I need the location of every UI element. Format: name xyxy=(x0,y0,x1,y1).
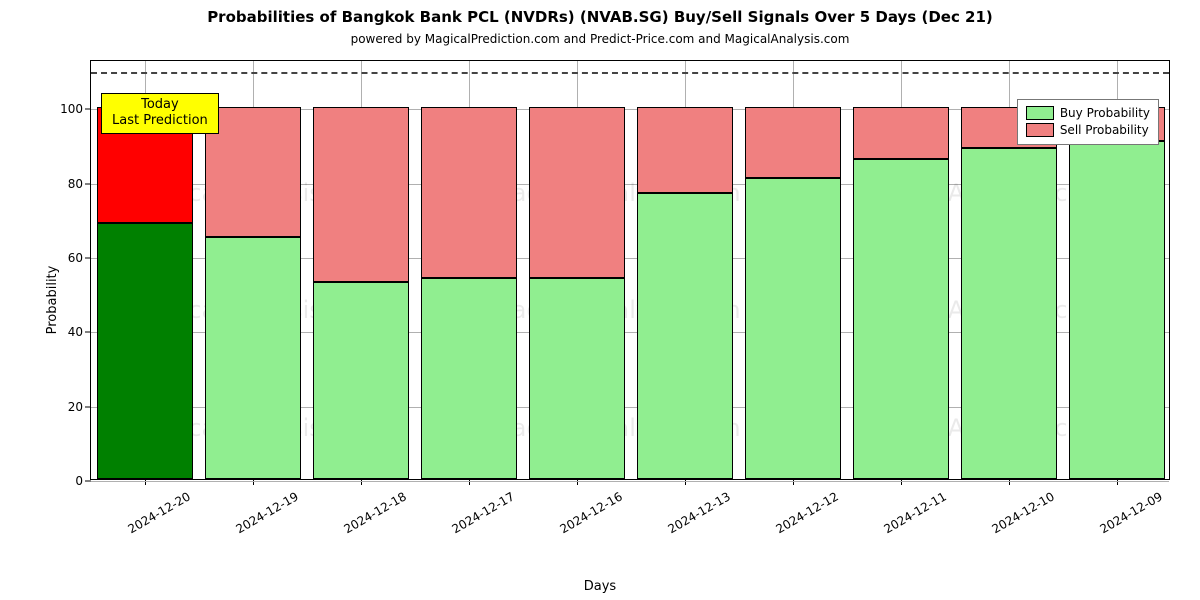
x-tick-mark xyxy=(145,479,146,485)
chart-subtitle: powered by MagicalPrediction.com and Pre… xyxy=(0,32,1200,46)
gridline-horizontal xyxy=(91,481,1169,482)
bar-segment-buy xyxy=(745,178,840,479)
y-tick-label: 80 xyxy=(68,177,91,191)
bar-group xyxy=(745,107,840,479)
x-axis-label: Days xyxy=(0,579,1200,594)
legend-item: Buy Probability xyxy=(1026,105,1150,122)
x-tick-mark xyxy=(577,479,578,485)
x-tick-label: 2024-12-09 xyxy=(1091,479,1164,536)
bar-segment-sell xyxy=(853,107,948,159)
y-tick-label: 40 xyxy=(68,325,91,339)
x-tick-mark xyxy=(253,479,254,485)
x-tick-label: 2024-12-19 xyxy=(227,479,300,536)
bar-segment-buy xyxy=(1069,141,1164,479)
legend-swatch xyxy=(1026,123,1054,137)
legend-swatch xyxy=(1026,106,1054,120)
x-tick-label: 2024-12-20 xyxy=(119,479,192,536)
bar-segment-sell xyxy=(529,107,624,278)
legend-label: Buy Probability xyxy=(1060,105,1150,122)
x-tick-label: 2024-12-18 xyxy=(335,479,408,536)
x-tick-mark xyxy=(1117,479,1118,485)
reference-dashed-line xyxy=(91,72,1169,74)
bar-segment-buy xyxy=(313,282,408,479)
y-tick-label: 20 xyxy=(68,400,91,414)
x-tick-mark xyxy=(1009,479,1010,485)
bar-segment-buy xyxy=(853,159,948,479)
legend: Buy ProbabilitySell Probability xyxy=(1017,99,1159,145)
bar-group xyxy=(1069,107,1164,479)
today-annotation-line2: Last Prediction xyxy=(112,113,208,129)
x-tick-mark xyxy=(361,479,362,485)
x-tick-label: 2024-12-17 xyxy=(443,479,516,536)
bar-group xyxy=(313,107,408,479)
chart-figure: Probabilities of Bangkok Bank PCL (NVDRs… xyxy=(0,0,1200,600)
bar-segment-sell xyxy=(313,107,408,282)
x-tick-mark xyxy=(685,479,686,485)
bar-group xyxy=(637,107,732,479)
bar-segment-buy xyxy=(97,223,192,479)
x-tick-mark xyxy=(469,479,470,485)
bar-segment-sell xyxy=(421,107,516,278)
bar-segment-buy xyxy=(961,148,1056,479)
bar-group xyxy=(853,107,948,479)
x-tick-label: 2024-12-10 xyxy=(983,479,1056,536)
x-tick-label: 2024-12-11 xyxy=(875,479,948,536)
bar-segment-sell xyxy=(205,107,300,237)
y-tick-label: 100 xyxy=(60,102,91,116)
bar-group xyxy=(421,107,516,479)
y-tick-label: 60 xyxy=(68,251,91,265)
plot-area: 2024-12-202024-12-192024-12-182024-12-17… xyxy=(90,60,1170,480)
x-tick-mark xyxy=(901,479,902,485)
bar-segment-sell xyxy=(637,107,732,192)
y-tick-label: 0 xyxy=(75,474,91,488)
bar-group xyxy=(97,107,192,479)
bar-segment-buy xyxy=(637,193,732,479)
x-tick-mark xyxy=(793,479,794,485)
bar-group xyxy=(961,107,1056,479)
chart-title: Probabilities of Bangkok Bank PCL (NVDRs… xyxy=(0,8,1200,26)
y-axis-label: Probability xyxy=(45,266,60,335)
bar-segment-buy xyxy=(421,278,516,479)
legend-item: Sell Probability xyxy=(1026,122,1150,139)
x-tick-label: 2024-12-16 xyxy=(551,479,624,536)
legend-label: Sell Probability xyxy=(1060,122,1149,139)
today-annotation-line1: Today xyxy=(112,97,208,113)
x-tick-label: 2024-12-12 xyxy=(767,479,840,536)
bar-segment-buy xyxy=(205,237,300,479)
x-tick-label: 2024-12-13 xyxy=(659,479,732,536)
bar-segment-sell xyxy=(745,107,840,178)
bar-group xyxy=(529,107,624,479)
bar-segment-buy xyxy=(529,278,624,479)
bar-group xyxy=(205,107,300,479)
today-annotation: TodayLast Prediction xyxy=(101,93,219,134)
